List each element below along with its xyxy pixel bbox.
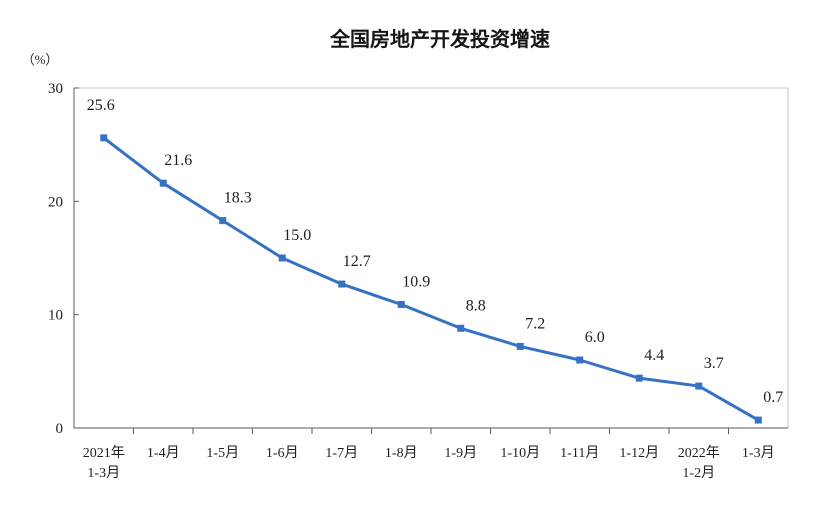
x-tick-label-line: 2022年	[678, 445, 720, 461]
data-point-marker	[516, 342, 524, 350]
data-labels: 25.6 21.6 18.3 15.0 12.7 10.9 8.8 7.2 6.0 4.4 3.7 0…	[87, 97, 784, 406]
x-tick-label: 1-6月	[266, 445, 299, 461]
x-tick-label: 1-12月	[619, 445, 659, 461]
data-label: 21.6	[164, 152, 192, 169]
x-tick-label-line: 1-5月	[206, 445, 239, 461]
x-axis-ticks: 2021年 1-3月 1-4月 1-5月 1-6月 1-7月 1-8月 1-9月 1-10月 1-…	[83, 428, 775, 481]
data-point-marker	[457, 324, 465, 332]
y-tick-label: 10	[48, 308, 63, 324]
y-tick-label: 0	[56, 421, 64, 437]
x-tick-label: 1-7月	[325, 445, 358, 461]
data-label: 3.7	[704, 355, 724, 372]
data-label: 4.4	[644, 347, 664, 364]
x-tick-label-line: 1-11月	[560, 445, 599, 461]
data-point-marker	[338, 280, 346, 288]
x-tick-label-line: 1-7月	[325, 445, 358, 461]
data-label: 10.9	[402, 273, 430, 290]
x-tick-label-line: 1-8月	[385, 445, 418, 461]
x-tick-label-line: 1-9月	[444, 445, 477, 461]
data-point-marker	[576, 356, 584, 364]
x-tick-label-line: 2021年	[83, 445, 125, 461]
data-point-marker	[219, 217, 227, 225]
x-tick-label: 1-10月	[500, 445, 540, 461]
data-point-marker	[159, 179, 167, 187]
x-tick-label: 1-11月	[560, 445, 599, 461]
data-label: 6.0	[585, 329, 605, 346]
data-point-marker	[754, 416, 762, 424]
x-tick-label: 1-3月	[742, 445, 775, 461]
series-layer	[100, 134, 762, 424]
x-tick-label: 2022年 1-2月	[678, 445, 720, 481]
x-tick-label-line: 1-4月	[147, 445, 180, 461]
data-point-marker	[635, 374, 643, 382]
data-label: 18.3	[224, 190, 252, 207]
x-tick-label: 2021年 1-3月	[83, 445, 125, 481]
x-tick-label-line: 1-12月	[619, 445, 659, 461]
y-tick-label: 30	[48, 81, 63, 97]
data-point-marker	[397, 300, 405, 308]
data-point-marker	[695, 382, 703, 390]
data-label: 8.8	[466, 297, 486, 314]
data-label: 0.7	[763, 389, 783, 406]
data-point-marker	[278, 254, 286, 262]
x-tick-label: 1-9月	[444, 445, 477, 461]
x-tick-label: 1-4月	[147, 445, 180, 461]
chart-title: 全国房地产开发投资增速	[329, 27, 550, 51]
x-tick-label-line: 1-3月	[87, 465, 120, 481]
plot-area-frame	[73, 87, 789, 429]
data-point-marker	[100, 134, 108, 142]
y-axis-ticks: 0 10 20 30	[48, 81, 79, 437]
x-tick-label: 1-8月	[385, 445, 418, 461]
x-tick-label: 1-5月	[206, 445, 239, 461]
y-tick-label: 20	[48, 194, 63, 210]
data-label: 15.0	[283, 227, 311, 244]
y-axis-unit: （%）	[22, 52, 59, 67]
data-label: 25.6	[87, 97, 115, 114]
x-tick-label-line: 1-2月	[682, 465, 715, 481]
series-line	[102, 136, 760, 422]
x-tick-label-line: 1-10月	[500, 445, 540, 461]
x-tick-label-line: 1-6月	[266, 445, 299, 461]
x-tick-label-line: 1-3月	[742, 445, 775, 461]
data-label: 12.7	[343, 253, 371, 270]
data-label: 7.2	[525, 315, 545, 332]
